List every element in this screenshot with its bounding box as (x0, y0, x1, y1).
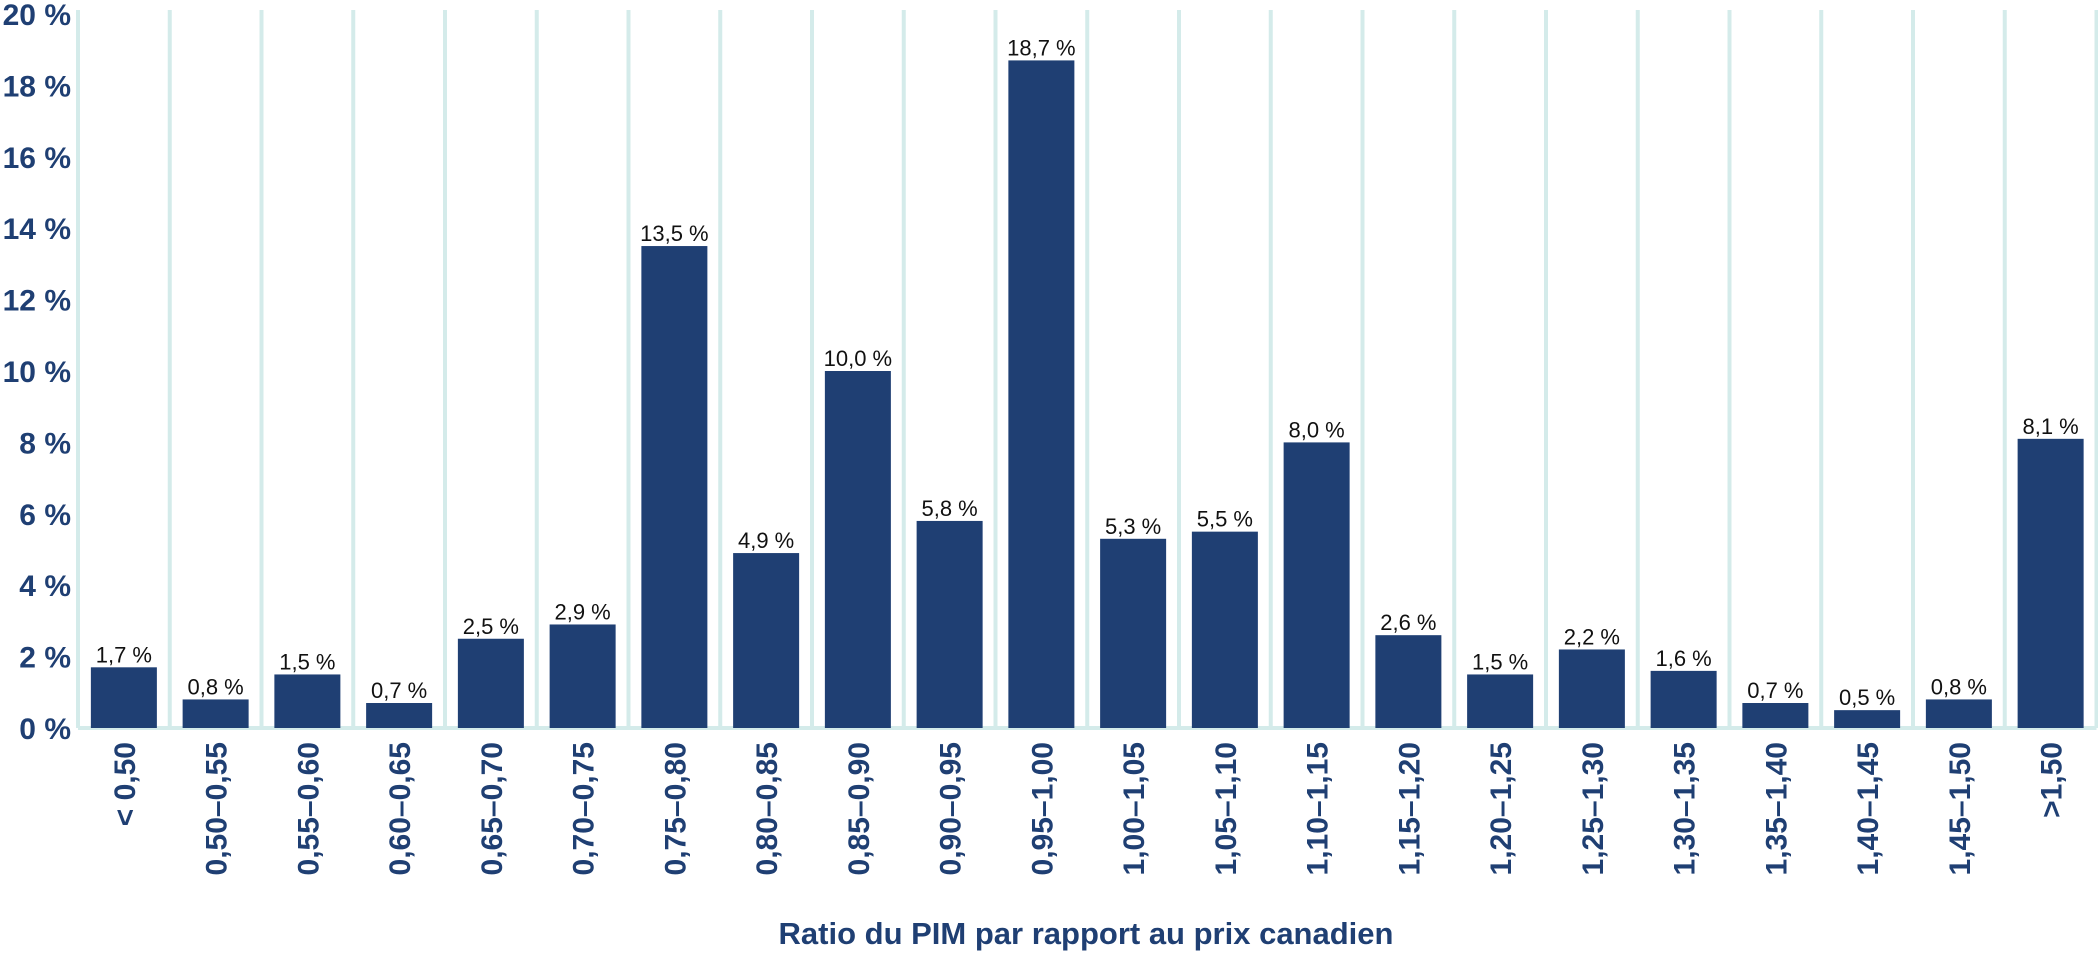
data-label: 1,5 % (1472, 649, 1528, 674)
bar (1008, 60, 1075, 729)
bar (641, 246, 708, 729)
y-tick-label: 18 % (3, 70, 71, 103)
x-tick-label: 1,15–1,20 (1393, 742, 1426, 875)
y-tick-label: 12 % (3, 285, 71, 318)
x-tick-label: 0,60–0,65 (384, 742, 417, 875)
x-tick-label: 0,75–0,80 (659, 742, 692, 875)
bar (457, 638, 524, 728)
x-tick-label: 1,30–1,35 (1669, 742, 1702, 875)
y-tick-label: 10 % (3, 356, 71, 389)
gridlines (76, 10, 2098, 730)
bar (1191, 531, 1258, 728)
bar (1925, 699, 1992, 728)
bar (2017, 438, 2084, 728)
x-tick-label: 0,50–0,55 (201, 742, 234, 875)
data-label: 0,8 % (1931, 674, 1987, 699)
x-tick-label: 0,70–0,75 (568, 742, 601, 875)
data-label: 2,5 % (463, 614, 519, 639)
bar (916, 520, 983, 728)
data-label: 5,8 % (921, 496, 977, 521)
x-tick-label: 1,40–1,45 (1852, 742, 1885, 875)
x-tick-label: 0,55–0,60 (292, 742, 325, 875)
data-label: 10,0 % (824, 346, 893, 371)
bar (1467, 674, 1534, 728)
data-label: 1,6 % (1655, 646, 1711, 671)
y-tick-label: 0 % (19, 713, 71, 746)
data-label: 1,5 % (279, 649, 335, 674)
bar (182, 699, 249, 728)
data-label: 4,9 % (738, 528, 794, 553)
data-label: 5,5 % (1197, 507, 1253, 532)
x-tick-label: 1,25–1,30 (1577, 742, 1610, 875)
data-label: 13,5 % (640, 221, 709, 246)
x-tick-label: 0,65–0,70 (476, 742, 509, 875)
x-axis: < 0,50 0,50–0,55 0,55–0,60 0,60–0,65 0,65–0,… (109, 742, 2069, 875)
data-label: 5,3 % (1105, 514, 1161, 539)
data-label: 0,5 % (1839, 685, 1895, 710)
bar (1283, 442, 1350, 728)
y-tick-label: 20 % (3, 0, 71, 32)
x-tick-label: 1,10–1,15 (1302, 742, 1335, 875)
y-tick-label: 8 % (19, 427, 71, 460)
bar (366, 703, 433, 728)
x-tick-label: 0,80–0,85 (751, 742, 784, 875)
data-label: 2,6 % (1380, 610, 1436, 635)
data-label: 8,1 % (2022, 414, 2078, 439)
x-tick-label: 0,95–1,00 (1026, 742, 1059, 875)
data-label: 1,7 % (96, 642, 152, 667)
x-tick-label: 1,35–1,40 (1760, 742, 1793, 875)
x-tick-label: 0,85–0,90 (843, 742, 876, 875)
bar (1375, 635, 1442, 728)
bar (1650, 670, 1717, 728)
y-tick-label: 6 % (19, 499, 71, 532)
y-axis: 0 % 2 % 4 % 6 % 8 % 10 % 12 % 14 % 16 % 18 % 20 % (3, 0, 71, 746)
x-tick-label: 0,90–0,95 (935, 742, 968, 875)
bar (824, 371, 891, 728)
x-tick-label: 1,05–1,10 (1210, 742, 1243, 875)
x-tick-label: 1,20–1,25 (1485, 742, 1518, 875)
x-tick-label: 1,00–1,05 (1118, 742, 1151, 875)
data-label: 0,7 % (371, 678, 427, 703)
bar (274, 674, 341, 728)
y-tick-label: 4 % (19, 570, 71, 603)
data-label: 2,9 % (554, 599, 610, 624)
bar (1558, 649, 1625, 728)
x-tick-label: < 0,50 (109, 742, 142, 826)
bars (90, 60, 2084, 729)
bar (1834, 710, 1901, 728)
data-label: 8,0 % (1288, 417, 1344, 442)
bar (90, 667, 157, 728)
x-tick-label: 1,45–1,50 (1944, 742, 1977, 875)
x-axis-title: Ratio du PIM par rapport au prix canadie… (779, 916, 1394, 951)
data-label: 0,8 % (187, 674, 243, 699)
y-tick-label: 16 % (3, 142, 71, 175)
bar (1742, 703, 1809, 728)
data-label: 18,7 % (1007, 35, 1076, 60)
data-label: 0,7 % (1747, 678, 1803, 703)
bar (733, 553, 800, 728)
bar (1100, 538, 1167, 728)
y-tick-label: 2 % (19, 642, 71, 675)
bar (549, 624, 616, 728)
data-label: 2,2 % (1564, 624, 1620, 649)
y-tick-label: 14 % (3, 213, 71, 246)
x-tick-label: >1,50 (2036, 742, 2069, 818)
data-labels: 1,7 % 0,8 % 1,5 % 0,7 % 2,5 % 2,9 % 13,5 % 4,9 … (96, 35, 2079, 710)
